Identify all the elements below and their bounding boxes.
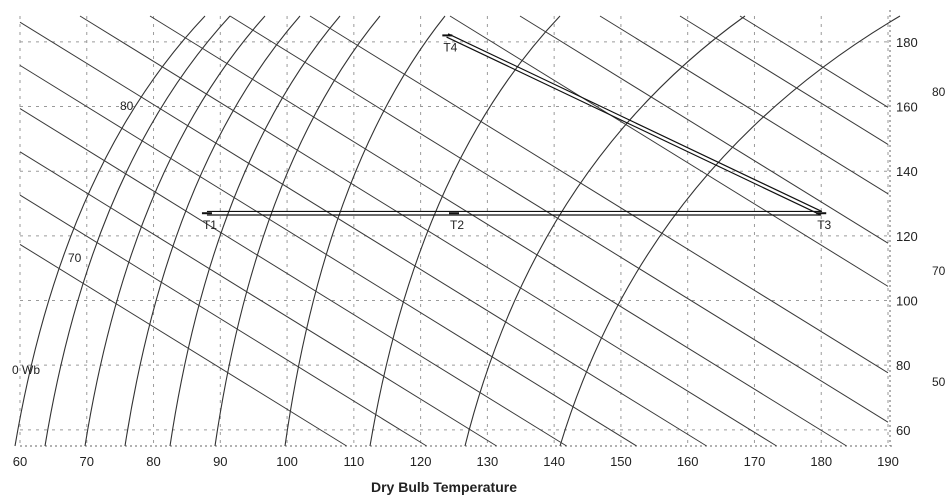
y-tick-label: 100 bbox=[896, 294, 918, 309]
wet-bulb-label-right: 50 bbox=[932, 375, 946, 389]
process-path-group bbox=[206, 33, 823, 216]
chart-curve bbox=[169, 15, 341, 447]
x-tick-label: 60 bbox=[13, 454, 27, 469]
x-tick-label: 160 bbox=[677, 454, 699, 469]
x-tick-label: 100 bbox=[276, 454, 298, 469]
y-axis-group: 60 80 100 120 140 160 180 bbox=[896, 35, 918, 438]
x-tick-label: 80 bbox=[146, 454, 160, 469]
chart-curve bbox=[124, 15, 301, 447]
chart-curve bbox=[464, 15, 746, 447]
y-tick-label: 60 bbox=[896, 423, 910, 438]
state-point-label: T4 bbox=[443, 40, 457, 54]
state-point-label: T3 bbox=[817, 218, 831, 232]
wet-bulb-line bbox=[679, 15, 889, 145]
chart-curve bbox=[284, 15, 446, 447]
y-tick-label: 140 bbox=[896, 164, 918, 179]
x-tick-label: 190 bbox=[877, 454, 899, 469]
chart-curve bbox=[14, 15, 206, 447]
wet-bulb-line bbox=[149, 15, 847, 447]
process-segment bbox=[447, 33, 823, 213]
chart-curve bbox=[214, 15, 381, 447]
x-tick-label: 180 bbox=[810, 454, 832, 469]
wet-bulb-line bbox=[229, 15, 889, 423]
chart-curve bbox=[84, 15, 266, 447]
y-tick-label: 80 bbox=[896, 358, 910, 373]
wet-bulb-label-right: 70 bbox=[932, 264, 946, 278]
x-tick-label: 70 bbox=[80, 454, 94, 469]
chart-curve bbox=[559, 15, 901, 447]
state-point-label: T1 bbox=[203, 218, 217, 232]
x-tick-label: 140 bbox=[543, 454, 565, 469]
wet-bulb-label-group: 80 70 0 Wb 80 70 50 bbox=[12, 85, 946, 389]
x-tick-label: 120 bbox=[410, 454, 432, 469]
y-tick-label: 120 bbox=[896, 229, 918, 244]
wet-bulb-label-left: 0 Wb bbox=[12, 363, 40, 377]
x-tick-label: 150 bbox=[610, 454, 632, 469]
wet-bulb-line bbox=[599, 15, 889, 195]
x-tick-label: 170 bbox=[744, 454, 766, 469]
wet-bulb-line bbox=[449, 15, 889, 287]
chart-curve bbox=[369, 15, 561, 447]
wet-bulb-line bbox=[19, 151, 497, 447]
wet-bulb-label-right: 80 bbox=[932, 85, 946, 99]
wet-bulb-line bbox=[19, 243, 347, 447]
wet-bulb-label-left: 80 bbox=[120, 99, 134, 113]
wet-bulb-line bbox=[309, 15, 889, 374]
x-tick-label: 110 bbox=[343, 454, 364, 469]
y-tick-label: 160 bbox=[896, 100, 918, 115]
x-tick-label: 90 bbox=[213, 454, 227, 469]
process-segment bbox=[446, 36, 821, 216]
y-tick-label: 180 bbox=[896, 35, 918, 50]
chart-curve bbox=[44, 15, 231, 447]
state-point-label: T2 bbox=[450, 218, 464, 232]
wet-bulb-line bbox=[519, 15, 889, 244]
x-axis-group: 60 70 80 90 100 110 120 130 140 150 160 170 180 190 bbox=[13, 454, 899, 469]
wet-bulb-line bbox=[19, 21, 707, 447]
wet-bulb-line bbox=[739, 15, 889, 108]
x-tick-label: 130 bbox=[477, 454, 499, 469]
wet-bulb-line bbox=[19, 108, 567, 447]
wet-bulb-label-left: 70 bbox=[68, 251, 82, 265]
wet-bulb-line bbox=[19, 64, 637, 447]
wet-bulb-line bbox=[19, 194, 427, 447]
wet-bulb-line bbox=[79, 15, 777, 447]
state-point-group: T1 T2 T3 T4 bbox=[201, 34, 832, 232]
wet-bulb-line-group bbox=[19, 15, 889, 447]
x-axis-label: Dry Bulb Temperature bbox=[371, 479, 517, 495]
